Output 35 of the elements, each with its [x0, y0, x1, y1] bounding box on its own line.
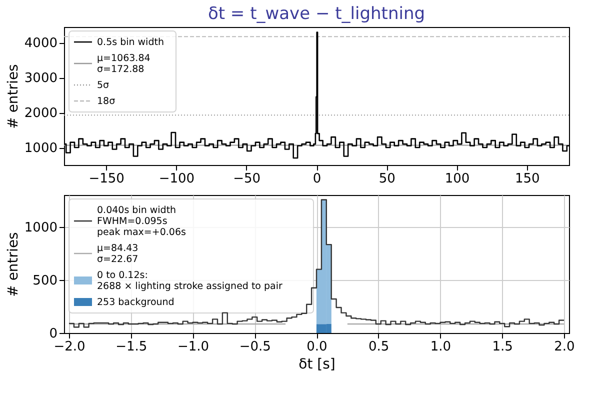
x-tick-label: −150	[88, 172, 124, 186]
x-tick-label: 150	[515, 172, 540, 186]
x-tick-label: −1.0	[177, 340, 210, 354]
y-tick-label: 0	[49, 326, 58, 342]
x-tick-label: −0.5	[239, 340, 271, 354]
x-tick-label: −1.5	[116, 340, 148, 354]
legend-label: 5σ	[97, 80, 110, 91]
legend-label: 18σ	[97, 96, 116, 107]
x-tick-label: 1.5	[492, 340, 513, 354]
y-axis-title: # entries	[5, 64, 22, 129]
legend-label: μ=84.43 σ=22.67	[97, 243, 138, 265]
y-tick-label: 4000	[24, 36, 58, 52]
x-tick-label: 50	[378, 172, 396, 186]
x-tick-label: 100	[444, 172, 470, 186]
x-tick-label: 2.0	[554, 340, 575, 354]
legend-label: 0 to 0.12s: 2688 × lighting stroke assigned to pair	[97, 270, 283, 292]
x-tick-label: 0	[312, 172, 322, 186]
y-tick-label: 3000	[24, 71, 58, 86]
y-tick-label: 1000	[24, 220, 58, 236]
x-tick-label: 0.5	[368, 340, 390, 354]
y-axis-title: # entries	[5, 232, 22, 297]
y-tick-label: 1000	[24, 141, 58, 156]
x-tick-label: −2.0	[54, 340, 86, 354]
legend-label: 253 background	[97, 297, 174, 308]
x-tick-label: −100	[158, 172, 195, 186]
y-tick-label: 2000	[24, 106, 58, 122]
x-tick-label: −50	[233, 172, 261, 186]
x-tick-label: 0.0	[306, 340, 328, 354]
legend-label: 0.5s bin width	[97, 37, 164, 48]
x-axis-title: δt [s]	[298, 356, 336, 372]
chart-title: δt = t_wave − t_lightning	[208, 4, 426, 24]
legend-label: 0.040s bin width FWHM=0.095s peak max=+0.06s	[97, 205, 186, 238]
y-tick-label: 500	[32, 273, 58, 288]
x-tick-label: 1.0	[430, 340, 452, 354]
legend-label: μ=1063.84 σ=172.88	[97, 53, 150, 75]
